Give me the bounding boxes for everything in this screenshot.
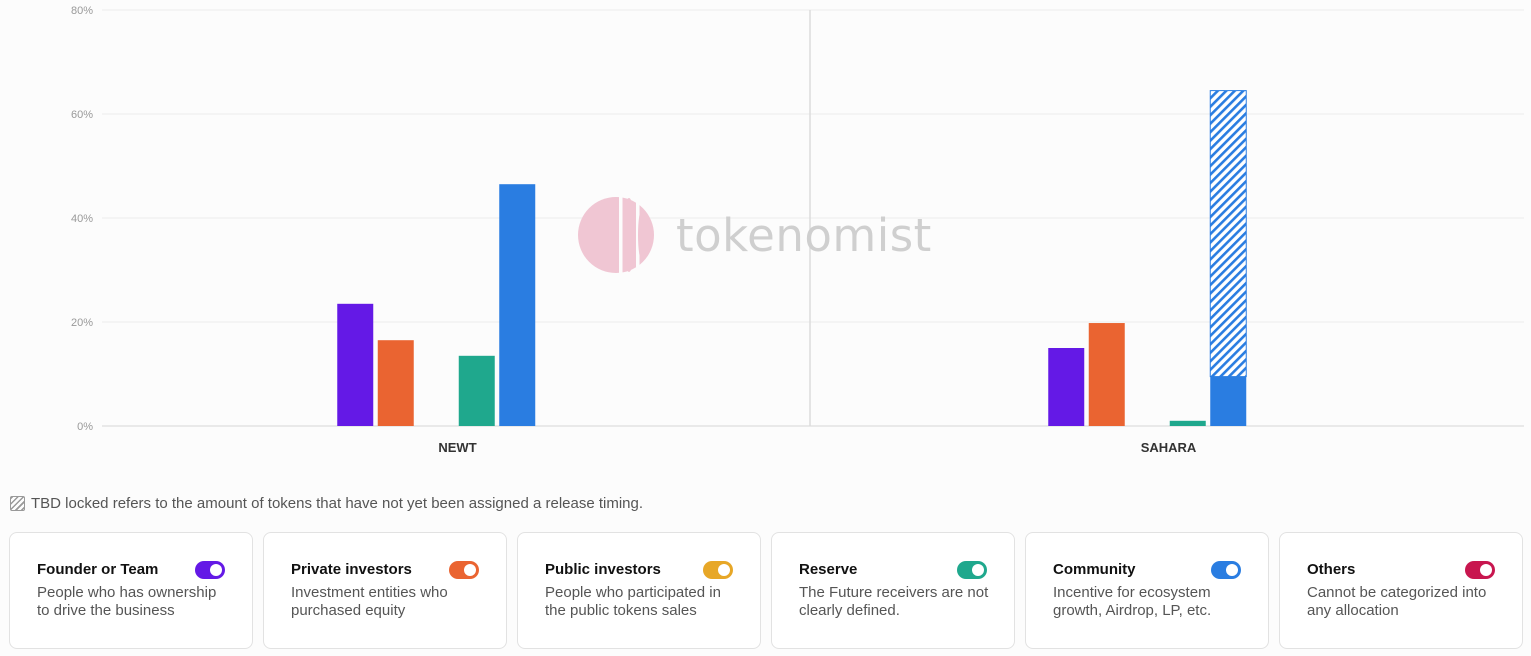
legend: Founder or Team People who has ownership… [9,532,1523,649]
toggle-switch[interactable] [1465,561,1495,579]
toggle-knob [718,564,730,576]
toggle-knob [1480,564,1492,576]
legend-desc: Investment entities who purchased equity [291,584,448,619]
toggle-switch[interactable] [449,561,479,579]
legend-desc: Incentive for ecosystem growth, Airdrop,… [1053,584,1212,619]
x-category-label: SAHARA [1141,440,1197,455]
y-tick-label: 0% [77,421,93,433]
toggle-knob [1226,564,1238,576]
legend-title: Reserve [799,561,858,578]
allocation-chart: 0% 20% 40% 60% 80% NEWT SAHARA [71,5,1524,455]
legend-desc: The Future receivers are not clearly def… [799,584,989,619]
bar-founder-or-team[interactable] [1048,348,1085,426]
y-tick-label: 40% [71,213,93,225]
y-tick-label: 20% [71,317,93,329]
y-tick-label: 60% [71,109,93,121]
tbd-note-text: TBD locked refers to the amount of token… [31,495,644,512]
legend-title: Private investors [291,561,412,578]
legend-title: Others [1307,561,1356,578]
x-category-label: NEWT [438,440,476,455]
legend-card-reserve[interactable]: Reserve The Future receivers are not cle… [771,532,1015,649]
legend-title: Public investors [545,561,661,578]
toggle-knob [464,564,476,576]
legend-desc: People who has ownership to drive the bu… [37,584,217,619]
tbd-note: TBD locked refers to the amount of token… [10,495,643,512]
toggle-switch[interactable] [195,561,225,579]
bar-community[interactable] [499,184,536,426]
y-tick-label: 80% [71,5,93,17]
bar-private-investors[interactable] [377,340,414,426]
toggle-switch[interactable] [703,561,733,579]
bar-reserve[interactable] [458,355,495,426]
toggle-switch[interactable] [957,561,987,579]
legend-desc: Cannot be categorized into any allocatio… [1307,584,1487,619]
legend-card-public-investors[interactable]: Public investors People who participated… [517,532,761,649]
bar-private-investors[interactable] [1088,323,1125,426]
bar-reserve[interactable] [1169,420,1206,426]
bar-community[interactable] [1210,376,1247,426]
hatch-swatch-icon [10,496,25,511]
chart-svg: 0% 20% 40% 60% 80% NEWT SAHARA [71,5,1524,455]
legend-card-private-investors[interactable]: Private investors Investment entities wh… [263,532,507,649]
legend-card-founder[interactable]: Founder or Team People who has ownership… [9,532,253,649]
legend-card-community[interactable]: Community Incentive for ecosystem growth… [1025,532,1269,649]
toggle-switch[interactable] [1211,561,1241,579]
toggle-knob [972,564,984,576]
toggle-knob [210,564,222,576]
bar-founder-or-team[interactable] [337,303,374,426]
legend-title: Founder or Team [37,561,159,578]
legend-card-others[interactable]: Others Cannot be categorized into any al… [1279,532,1523,649]
legend-desc: People who participated in the public to… [545,584,721,619]
bar-tbd-locked[interactable] [1209,90,1247,378]
legend-title: Community [1053,561,1136,578]
